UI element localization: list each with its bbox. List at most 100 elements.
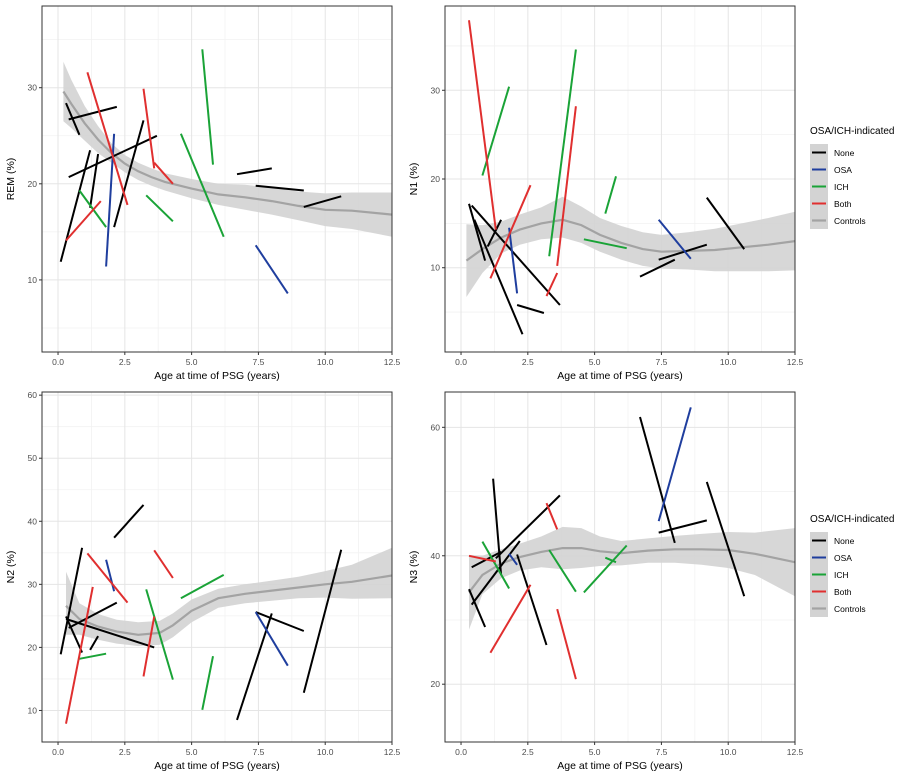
y-tick-label: 30 [28, 83, 38, 93]
legend-label-controls: Controls [834, 604, 866, 614]
x-tick-label: 7.5 [252, 747, 264, 757]
segment-none [473, 219, 524, 335]
segment-ich [201, 656, 214, 710]
legend-label-ich: ICH [834, 570, 849, 580]
segment-none [89, 153, 100, 208]
legend: OSA/ICH-indicated None OSA ICH Both Controls [810, 514, 894, 617]
segment-none [68, 105, 118, 121]
legend-title: OSA/ICH-indicated [810, 126, 894, 137]
y-tick-label: 10 [28, 705, 38, 715]
segment-none [65, 618, 155, 649]
x-tick-label: 12.5 [384, 357, 401, 367]
x-tick-label: 2.5 [522, 747, 534, 757]
x-tick-label: 5.0 [186, 357, 198, 367]
legend-label-none: None [834, 536, 855, 546]
legend-key-controls [810, 600, 828, 617]
segment-none [468, 588, 487, 628]
x-tick-label: 12.5 [787, 357, 804, 367]
legend-key-none [810, 532, 828, 549]
segment-both [142, 616, 156, 677]
segment-none [705, 197, 746, 250]
segment-ich [201, 49, 214, 165]
y-axis: 10 20 30 40 50 60 N2 (%) [5, 390, 42, 715]
legends: OSA/ICH-indicatedNoneOSAICHBothControlsO… [810, 126, 894, 617]
segment-both [86, 552, 129, 604]
gridlines [42, 392, 393, 742]
segment-none [468, 203, 487, 261]
x-axis: 0.0 2.5 5.0 7.5 10.0 12.5 Age at time of PSG (… [455, 352, 804, 382]
x-tick-label: 7.5 [655, 357, 667, 367]
segment-ich [548, 49, 577, 257]
x-axis: 0.0 2.5 5.0 7.5 10.0 12.5 Age at time of PSG (… [52, 742, 401, 772]
controls-layer [65, 547, 392, 647]
controls-mean-line [468, 546, 795, 594]
segment-ich [548, 549, 577, 593]
legend-key-ich [810, 178, 828, 195]
x-tick-label: 0.0 [455, 357, 467, 367]
y-tick-label: 20 [28, 642, 38, 652]
segment-both [489, 584, 532, 654]
segment-none [113, 504, 145, 539]
x-tick-label: 5.0 [186, 747, 198, 757]
legend-label-ich: ICH [834, 182, 849, 192]
x-axis: 0.0 2.5 5.0 7.5 10.0 12.5 Age at time of PSG (… [52, 352, 401, 382]
segment-osa [657, 219, 692, 260]
segment-ich [583, 238, 627, 250]
x-tick-label: 5.0 [589, 747, 601, 757]
x-tick-label: 10.0 [317, 357, 334, 367]
y-axis-label: N1 (%) [408, 163, 420, 196]
x-axis-label: Age at time of PSG (years) [557, 760, 682, 772]
x-tick-label: 0.0 [52, 357, 64, 367]
legend-key-ich [810, 566, 828, 583]
segment-none [89, 635, 99, 651]
segment-none [302, 549, 343, 694]
y-axis-label: N3 (%) [408, 551, 420, 584]
subject-segments [468, 407, 746, 680]
segment-none [470, 204, 561, 306]
segment-none [658, 243, 708, 261]
legend: OSA/ICH-indicated None OSA ICH Both Controls [810, 126, 894, 229]
segment-both [545, 272, 559, 297]
y-tick-label: 60 [431, 422, 441, 432]
x-axis-label: Age at time of PSG (years) [154, 370, 279, 382]
segment-none [516, 304, 545, 314]
y-tick-label: 10 [431, 263, 441, 273]
y-tick-label: 60 [28, 390, 38, 400]
segment-none [639, 258, 676, 278]
x-tick-label: 10.0 [720, 747, 737, 757]
segment-osa [254, 244, 289, 294]
y-tick-label: 30 [28, 579, 38, 589]
legend-label-osa: OSA [834, 553, 852, 563]
segment-both [468, 554, 497, 563]
segment-both [65, 586, 94, 724]
segment-osa [254, 611, 289, 667]
segment-ich [79, 652, 107, 660]
x-tick-label: 0.0 [455, 747, 467, 757]
panel-n2: 0.0 2.5 5.0 7.5 10.0 12.5 Age at time of PSG (… [5, 390, 401, 772]
segment-ich [180, 574, 225, 600]
x-tick-label: 2.5 [522, 357, 534, 367]
subject-segments [59, 504, 343, 724]
controls-confidence-ribbon [63, 61, 392, 237]
controls-mean-line [62, 90, 392, 216]
segment-none [113, 120, 145, 228]
segment-none [59, 547, 84, 655]
y-axis-label: N2 (%) [5, 551, 17, 584]
segment-none [65, 616, 84, 653]
gridlines [445, 6, 796, 352]
segment-none [68, 601, 118, 629]
panel-n1: 0.0 2.5 5.0 7.5 10.0 12.5 Age at time of PSG (… [408, 5, 804, 382]
segment-none [486, 219, 502, 247]
segment-none [658, 519, 708, 534]
x-axis-label: Age at time of PSG (years) [154, 760, 279, 772]
segment-both [489, 184, 532, 279]
legend-label-osa: OSA [834, 165, 852, 175]
segment-ich [145, 589, 174, 680]
segment-none [303, 195, 342, 208]
legend-label-controls: Controls [834, 216, 866, 226]
segment-both [142, 88, 156, 169]
legend-key-osa [810, 549, 828, 566]
legend-key-osa [810, 161, 828, 178]
subject-segments [59, 49, 342, 294]
